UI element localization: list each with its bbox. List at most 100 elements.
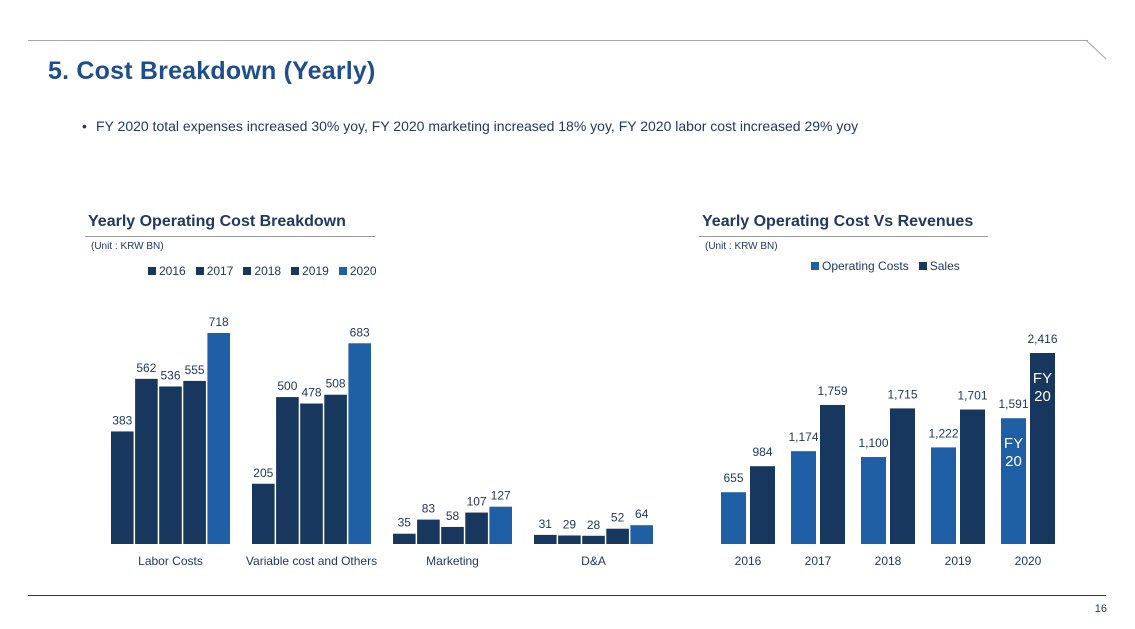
legend-swatch <box>195 267 204 275</box>
bar-sales-2018 <box>890 408 915 544</box>
bar-2017-d-a <box>558 535 581 544</box>
bar-2017-variable-cost-and-others <box>276 397 299 544</box>
bar-operating-costs-2018 <box>861 457 886 544</box>
data-label: 58 <box>446 509 460 523</box>
legend-item-2019: 2019 <box>291 264 329 278</box>
bar-2019-variable-cost-and-others <box>324 394 347 544</box>
data-label: 655 <box>723 471 743 485</box>
bar-2019-d-a <box>606 528 629 544</box>
right-chart-unit: (Unit : KRW BN) <box>705 241 778 252</box>
bar-2018-marketing <box>441 526 464 544</box>
data-label: 984 <box>752 445 772 459</box>
data-label: 29 <box>563 517 577 531</box>
category-label: 2016 <box>735 554 762 568</box>
bar-operating-costs-2017 <box>791 451 816 544</box>
bar-2017-labor-costs <box>135 378 158 544</box>
legend-label: 2018 <box>254 264 282 278</box>
bar-2016-marketing <box>393 533 416 544</box>
bar-2019-marketing <box>465 512 488 544</box>
overlay-label: 20 <box>1034 388 1051 405</box>
left-chart-title: Yearly Operating Cost Breakdown <box>88 213 346 230</box>
bar-sales-2017 <box>820 404 845 544</box>
bar-2020-labor-costs <box>207 333 230 544</box>
data-label: 508 <box>326 377 346 391</box>
corner-accent <box>1086 39 1107 60</box>
right-chart-title: Yearly Operating Cost Vs Revenues <box>702 213 974 230</box>
legend-swatch <box>243 267 252 275</box>
bar-2020-d-a <box>630 525 653 544</box>
right-chart-legend: Operating Costs Sales <box>811 259 960 273</box>
data-label: 35 <box>398 516 412 530</box>
overlay-label: FY <box>1004 435 1023 452</box>
left-chart-underline <box>85 236 375 237</box>
category-label: 2017 <box>805 554 832 568</box>
bar-2018-variable-cost-and-others <box>300 403 323 544</box>
bar-operating-costs-2016 <box>721 492 746 544</box>
data-label: 555 <box>185 363 205 377</box>
data-label: 107 <box>467 495 487 509</box>
data-label: 1,100 <box>858 436 888 450</box>
bar-2020-marketing <box>489 506 512 544</box>
data-label: 2,416 <box>1027 332 1057 346</box>
bullet-point: • FY 2020 total expenses increased 30% yo… <box>82 118 858 134</box>
legend-swatch <box>148 267 156 275</box>
category-label: 2018 <box>875 554 902 568</box>
bar-2016-d-a <box>534 534 557 544</box>
data-label: 1,759 <box>817 384 847 398</box>
bar-sales-2020 <box>1030 353 1055 544</box>
legend-swatch <box>811 262 819 270</box>
data-label: 83 <box>422 502 436 516</box>
data-label: 52 <box>611 511 625 525</box>
bar-sales-2016 <box>750 466 775 544</box>
data-label: 28 <box>587 518 601 532</box>
legend-label: Sales <box>929 259 960 273</box>
bar-sales-2019 <box>960 409 985 544</box>
data-label: 64 <box>635 507 649 521</box>
legend-item-sales: Sales <box>918 259 960 273</box>
data-label: 383 <box>112 413 132 427</box>
bar-operating-costs-2020 <box>1001 418 1026 544</box>
category-label: Labor Costs <box>138 554 203 568</box>
category-label: 2019 <box>945 554 972 568</box>
data-label: 31 <box>539 517 553 531</box>
legend-swatch <box>338 267 347 275</box>
bar-2018-d-a <box>582 535 605 544</box>
category-label: 2020 <box>1015 554 1042 568</box>
data-label: 478 <box>301 386 321 400</box>
legend-item-2016: 2016 <box>148 264 186 278</box>
legend-label: 2016 <box>159 264 186 278</box>
right-chart-underline <box>699 236 988 237</box>
data-label: 127 <box>491 489 511 503</box>
data-label: 1,591 <box>998 397 1028 411</box>
page-number: 16 <box>1094 603 1107 615</box>
bottom-rule <box>28 595 1106 596</box>
data-label: 536 <box>160 368 180 382</box>
legend-swatch <box>291 267 300 275</box>
overlay-label: FY <box>1033 370 1052 387</box>
category-label: Variable cost and Others <box>246 554 377 568</box>
legend-item-operating-costs: Operating Costs <box>811 259 909 273</box>
category-label: D&A <box>581 554 606 568</box>
legend-item-2017: 2017 <box>195 264 233 278</box>
legend-label: 2019 <box>302 264 329 278</box>
left-chart-legend: 2016 2017 2018 2019 2020 <box>148 264 377 278</box>
legend-label: Operating Costs <box>822 259 909 273</box>
bar-2016-labor-costs <box>111 431 134 544</box>
data-label: 1,174 <box>788 430 818 444</box>
legend-label: 2020 <box>349 264 377 278</box>
legend-item-2020: 2020 <box>338 264 377 278</box>
legend-item-2018: 2018 <box>243 264 281 278</box>
bar-2017-marketing <box>417 519 440 544</box>
bar-2020-variable-cost-and-others <box>348 343 371 544</box>
page-title: 5. Cost Breakdown (Yearly) <box>48 57 376 85</box>
data-label: 500 <box>277 379 297 393</box>
bullet-text: FY 2020 total expenses increased 30% yoy… <box>96 118 859 134</box>
data-label: 683 <box>350 325 370 339</box>
bar-2018-labor-costs <box>159 386 182 544</box>
top-rule <box>28 40 1088 41</box>
data-label: 1,715 <box>887 387 917 401</box>
bullet-dot: • <box>82 118 87 134</box>
data-label: 562 <box>136 361 156 375</box>
bar-2019-labor-costs <box>183 380 206 544</box>
